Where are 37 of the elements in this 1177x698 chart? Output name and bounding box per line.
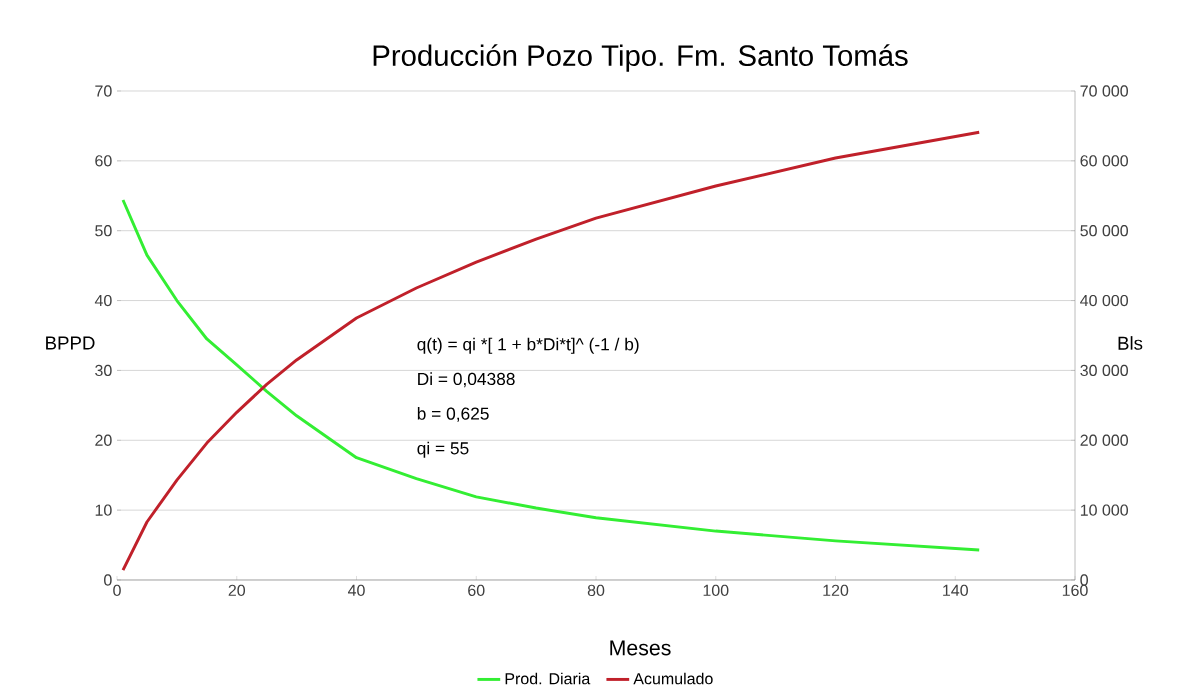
x-tick-label: 20: [228, 584, 246, 597]
y2-tick-label: 40 000: [1080, 294, 1129, 307]
y-tick-label: 70: [95, 85, 112, 97]
x-axis-title: Meses: [610, 640, 671, 656]
y2-tick-label: 70 000: [1080, 85, 1129, 97]
y-tick-label: 60: [95, 155, 112, 167]
y-axis-title: BPPD: [46, 336, 95, 350]
y2-tick-label: 50 000: [1080, 225, 1129, 237]
y2-tick-label: 60 000: [1080, 155, 1129, 167]
y-tick-label: 30: [95, 364, 112, 377]
y-tick-label: 0: [104, 574, 112, 586]
chart-title: Producción Pozo Tipo. Fm. Santo Tomás: [373, 44, 908, 72]
annotation: b = 0,625: [417, 407, 489, 422]
legend-label: Acumulado: [633, 672, 713, 685]
x-tick-label: 160: [1062, 584, 1088, 597]
legend-label: Prod. Diaria: [505, 672, 591, 685]
y2-axis-title: Bls: [1118, 336, 1143, 350]
x-tick-label: 120: [823, 584, 849, 597]
line-series: [121, 198, 981, 552]
y-tick-label: 50: [95, 225, 112, 237]
x-tick-label: 80: [587, 584, 605, 597]
annotation: qi = 55: [417, 441, 469, 458]
y-tick-label: 40: [94, 294, 112, 307]
annotation: Di = 0,04388: [418, 372, 515, 388]
y2-tick-label: 30 000: [1080, 364, 1129, 377]
y-tick-label: 20: [95, 434, 112, 446]
x-tick-label: 0: [113, 584, 121, 597]
x-tick-label: 40: [347, 584, 365, 597]
y-tick-label: 10: [95, 504, 112, 516]
x-tick-label: 100: [703, 584, 729, 597]
y2-tick-label: 0: [1080, 574, 1088, 586]
line-series: [121, 130, 981, 572]
y2-tick-label: 10 000: [1080, 504, 1129, 516]
annotation: q(t) = qi *[ 1 + b*Di*t]^ (-1 / b): [417, 337, 639, 354]
y2-tick-label: 20 000: [1080, 434, 1129, 446]
x-tick-label: 60: [468, 584, 485, 597]
x-tick-label: 140: [943, 584, 968, 597]
